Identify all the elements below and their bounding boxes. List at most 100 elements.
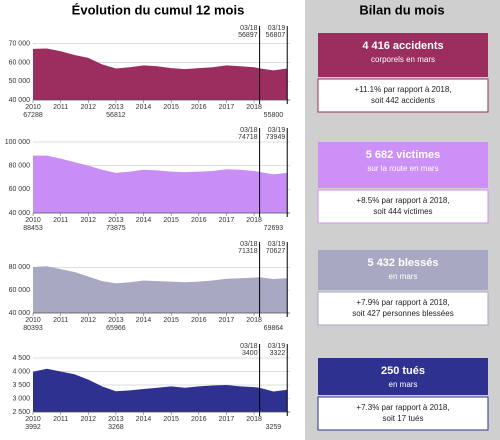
x-tick-label: 2017 (219, 416, 235, 423)
panel-box (318, 250, 488, 290)
y-tick-label: 40 000 (9, 97, 31, 104)
value-label: 3259 (266, 424, 282, 431)
area (33, 155, 288, 213)
y-tick-label: 60 000 (9, 287, 31, 294)
y-tick-label: 50 000 (9, 78, 31, 85)
x-tick-label: 2010 (25, 416, 41, 423)
x-tick-label: 2012 (80, 104, 96, 111)
panel-subtitle: en mars (389, 380, 418, 389)
x-tick-label: 2016 (191, 217, 207, 224)
x-tick-label: 2014 (136, 416, 152, 423)
marker-label: 03/19 (268, 25, 286, 32)
marker-label: 03/18 (240, 241, 258, 248)
x-tick-label: 2018 (246, 104, 262, 111)
y-tick-label: 3 000 (12, 395, 30, 402)
x-tick-label: 2016 (191, 416, 207, 423)
x-tick-label: 2013 (108, 104, 124, 111)
title: Évolution du cumul 12 mois (72, 2, 245, 17)
x-tick-label: 2012 (80, 317, 96, 324)
x-tick-label: 2018 (246, 217, 262, 224)
area (33, 266, 288, 313)
x-tick-label: 2015 (163, 104, 179, 111)
x-tick-label: 2014 (136, 317, 152, 324)
x-tick-label: 2011 (53, 104, 68, 111)
marker-label: 03/19 (268, 343, 286, 350)
value-label: 88453 (23, 225, 43, 232)
marker-value: 3400 (242, 350, 258, 357)
panel-line: soit 442 accidents (371, 96, 435, 105)
marker-value: 56807 (266, 32, 286, 39)
value-label: 65966 (106, 325, 126, 332)
panel-subtitle: en mars (389, 272, 418, 281)
x-tick-label: 2017 (219, 217, 235, 224)
x-tick-label: 2015 (163, 317, 179, 324)
x-tick-label: 2011 (53, 217, 68, 224)
x-tick-label: 2011 (53, 317, 68, 324)
value-label: 72693 (264, 225, 284, 232)
y-tick-label: 2 500 (12, 409, 30, 416)
x-tick-label: 2016 (191, 104, 207, 111)
x-tick-label: 2012 (80, 416, 96, 423)
value-label: 73875 (106, 225, 126, 232)
panel-box (318, 33, 488, 77)
x-tick-label: 2018 (246, 317, 262, 324)
x-tick-label: 2013 (108, 217, 124, 224)
marker-label: 03/19 (268, 127, 286, 134)
panel-detail (317, 189, 489, 224)
x-tick-label: 2010 (25, 104, 41, 111)
y-tick-label: 60 000 (9, 186, 31, 193)
y-tick-label: 70 000 (9, 41, 31, 48)
value-label: 55800 (264, 112, 284, 119)
y-tick-label: 40 000 (9, 210, 31, 217)
marker-value: 73949 (266, 134, 286, 141)
y-tick-label: 3 500 (12, 382, 30, 389)
x-tick-label: 2012 (80, 217, 96, 224)
x-tick-label: 2017 (219, 104, 235, 111)
panel-box (318, 142, 488, 188)
x-tick-label: 2013 (108, 317, 124, 324)
value-label: 56812 (106, 112, 126, 119)
area (33, 368, 288, 412)
marker-value: 70627 (266, 248, 286, 255)
y-tick-label: 4 000 (12, 368, 30, 375)
value-label: 80393 (23, 325, 43, 332)
panel-line: +11.1% par rapport à 2018, (354, 85, 451, 94)
x-tick-label: 2014 (136, 217, 152, 224)
x-tick-label: 2013 (108, 416, 124, 423)
marker-value: 56897 (238, 32, 258, 39)
marker-label: 03/18 (240, 343, 258, 350)
x-tick-label: 2017 (219, 317, 235, 324)
value-label: 67288 (23, 112, 43, 119)
panel-headline: 250 tués (381, 365, 425, 377)
marker-label: 03/18 (240, 25, 258, 32)
marker-value: 3322 (270, 350, 286, 357)
side-title: Bilan du mois (359, 2, 444, 17)
panel-detail (317, 291, 489, 326)
value-label: 3268 (108, 424, 124, 431)
y-tick-label: 80 000 (9, 163, 31, 170)
x-tick-label: 2018 (246, 416, 262, 423)
y-tick-label: 80 000 (9, 264, 31, 271)
panel-headline: 4 416 accidents (362, 40, 443, 52)
panel-line: +7.3% par rapport à 2018, (356, 403, 449, 412)
marker-label: 03/18 (240, 127, 258, 134)
panel-headline: 5 432 blessés (368, 257, 439, 269)
x-tick-label: 2015 (163, 416, 179, 423)
panel-line: soit 427 personnes blessées (352, 309, 453, 318)
panel-box (318, 358, 488, 395)
x-tick-label: 2016 (191, 317, 207, 324)
panel-detail (317, 78, 489, 113)
panel-line: soit 444 victimes (373, 207, 432, 216)
value-label: 69864 (264, 325, 284, 332)
panel-line: soit 17 tués (383, 414, 424, 423)
marker-value: 74718 (238, 134, 258, 141)
panel-detail (317, 396, 489, 431)
y-tick-label: 4 500 (12, 355, 30, 362)
marker-label: 03/19 (268, 241, 286, 248)
area (33, 48, 288, 100)
x-tick-label: 2010 (25, 217, 41, 224)
x-tick-label: 2011 (53, 416, 68, 423)
y-tick-label: 60 000 (9, 59, 31, 66)
panel-headline: 5 682 victimes (366, 149, 441, 161)
